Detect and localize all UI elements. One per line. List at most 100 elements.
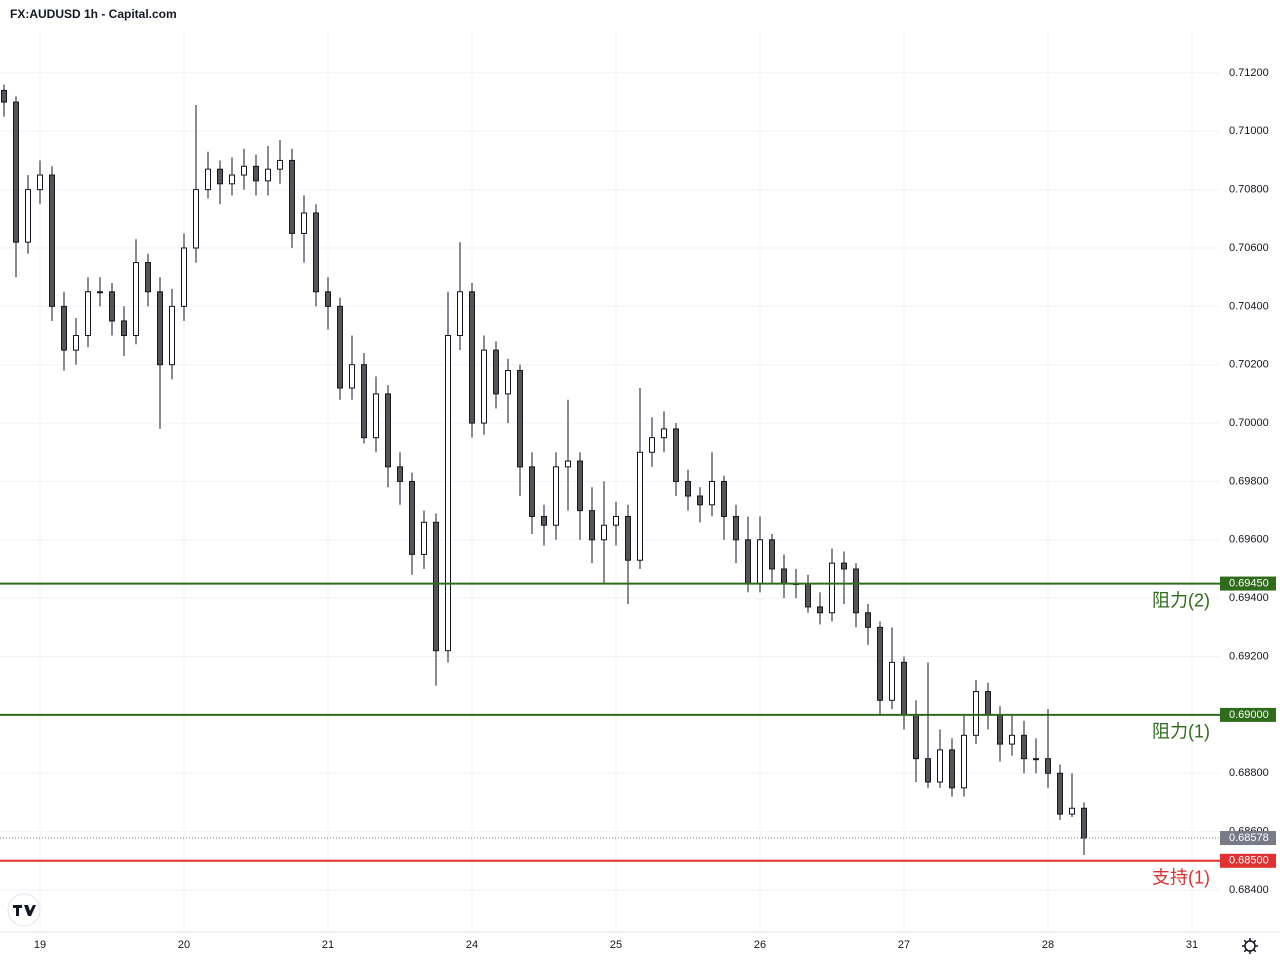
candle-body	[493, 349, 500, 395]
y-tick-label: 0.70400	[1229, 300, 1269, 312]
candle-body	[433, 521, 440, 652]
candle-body	[948, 749, 955, 789]
candle-body	[241, 165, 248, 176]
candle-body	[1080, 807, 1087, 839]
candle-body	[756, 539, 763, 585]
candle-body	[517, 370, 524, 468]
level-label: 阻力(2)	[1152, 590, 1210, 610]
candle-body	[1068, 807, 1075, 815]
candle-body	[325, 291, 332, 307]
candle-body	[996, 714, 1003, 745]
candle-body	[373, 393, 380, 439]
candle-body	[61, 305, 68, 351]
y-tick-label: 0.70800	[1229, 184, 1269, 196]
overlay: 0.684000.686000.688000.690000.692000.694…	[0, 67, 1276, 951]
level-price-label: 0.69000	[1229, 709, 1269, 721]
y-tick-label: 0.68400	[1229, 884, 1269, 896]
candle-body	[852, 568, 859, 614]
candle-body	[780, 568, 787, 585]
candle-body	[97, 291, 104, 294]
candle-body	[229, 174, 236, 185]
candle-body	[601, 524, 607, 541]
grid	[0, 30, 1220, 932]
candle-body	[505, 370, 512, 395]
y-tick-label: 0.68800	[1229, 767, 1269, 779]
candle-body	[193, 189, 200, 249]
x-tick-label: 25	[610, 939, 622, 951]
candle-body	[876, 626, 883, 701]
candle-body	[349, 364, 356, 389]
candle-body	[1008, 734, 1015, 745]
candle-body	[613, 515, 619, 526]
x-tick-label: 20	[178, 939, 190, 951]
candle-body	[900, 661, 907, 716]
candle-body	[13, 101, 20, 243]
plot-area	[1, 84, 1087, 855]
candle-body	[888, 661, 895, 701]
candle-body	[589, 510, 596, 541]
candle-body	[972, 691, 979, 736]
x-tick-label: 26	[754, 939, 766, 951]
candle-body	[744, 539, 751, 585]
candle-body	[49, 174, 56, 307]
candle-body	[133, 262, 140, 337]
candle-body	[157, 291, 164, 366]
level-price-label: 0.68500	[1229, 855, 1269, 867]
candle-body	[253, 165, 260, 182]
candle-body	[1020, 734, 1027, 760]
candle-body	[37, 174, 44, 191]
candle-body	[768, 539, 775, 570]
y-tick-label: 0.71200	[1229, 67, 1269, 79]
settings-icon[interactable]	[1242, 938, 1258, 954]
candle-body	[1056, 772, 1063, 815]
candle-body	[109, 291, 116, 322]
level-price-box	[1220, 576, 1276, 591]
candle-body	[577, 460, 584, 512]
y-tick-label: 0.70000	[1229, 417, 1269, 429]
candle-body	[565, 460, 572, 468]
x-tick-label: 27	[898, 939, 910, 951]
candle-body	[217, 168, 224, 185]
candle-body	[1044, 758, 1051, 774]
candle-body	[924, 758, 931, 783]
candle-body	[469, 291, 476, 424]
candle-body	[409, 480, 416, 555]
candle-body	[361, 364, 368, 439]
candle-body	[541, 515, 548, 526]
last-price-label: 0.68578	[1229, 832, 1269, 844]
y-tick-label: 0.70600	[1229, 242, 1269, 254]
candle-body	[960, 734, 967, 789]
candle-body	[265, 168, 272, 182]
candle-body	[73, 335, 80, 351]
last-price-box	[1220, 831, 1276, 846]
candle-body	[864, 612, 871, 628]
candle-body	[121, 320, 128, 337]
x-tick-label: 21	[322, 939, 334, 951]
y-tick-label: 0.69800	[1229, 475, 1269, 487]
candle-body	[289, 159, 296, 234]
candle-body	[912, 714, 919, 760]
candle-body	[397, 466, 404, 482]
candle-body	[672, 428, 679, 482]
y-tick-label: 0.69600	[1229, 534, 1269, 546]
candle-body	[936, 749, 943, 783]
candle-body	[457, 291, 464, 337]
candle-body	[732, 515, 739, 541]
candle-body	[313, 212, 320, 293]
x-tick-label: 31	[1186, 939, 1198, 951]
level-price-box	[1220, 707, 1276, 722]
level-price-box	[1220, 853, 1276, 868]
candle-body	[816, 606, 823, 614]
candle-body	[145, 262, 152, 293]
candle-body	[636, 451, 643, 561]
candle-body	[720, 480, 727, 517]
candle-body	[181, 247, 188, 307]
y-tick-label: 0.69200	[1229, 650, 1269, 662]
chart-title: FX:AUDUSD 1h - Capital.com	[10, 7, 177, 21]
candle-body	[1032, 758, 1039, 761]
candle-body	[708, 480, 715, 506]
candle-body	[660, 428, 667, 439]
candle-body	[648, 437, 655, 453]
candle-body	[696, 495, 703, 506]
